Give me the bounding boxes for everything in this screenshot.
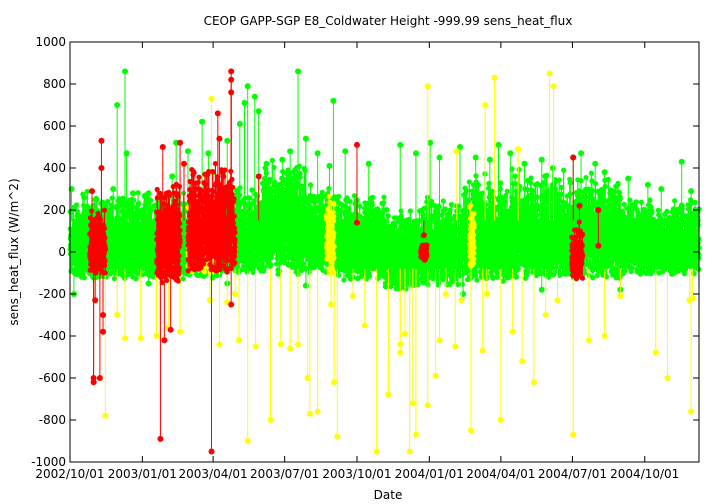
x-axis-title: Date [374, 488, 403, 502]
data-layer [67, 68, 702, 455]
chart-title: CEOP GAPP-SGP E8_Coldwater Height -999.9… [204, 14, 573, 28]
y-axis-title: sens_heat_flux (W/m^2) [7, 178, 21, 325]
data-point [94, 196, 100, 202]
plot-area: -1000-800-600-400-2000200400600800100020… [31, 35, 702, 481]
